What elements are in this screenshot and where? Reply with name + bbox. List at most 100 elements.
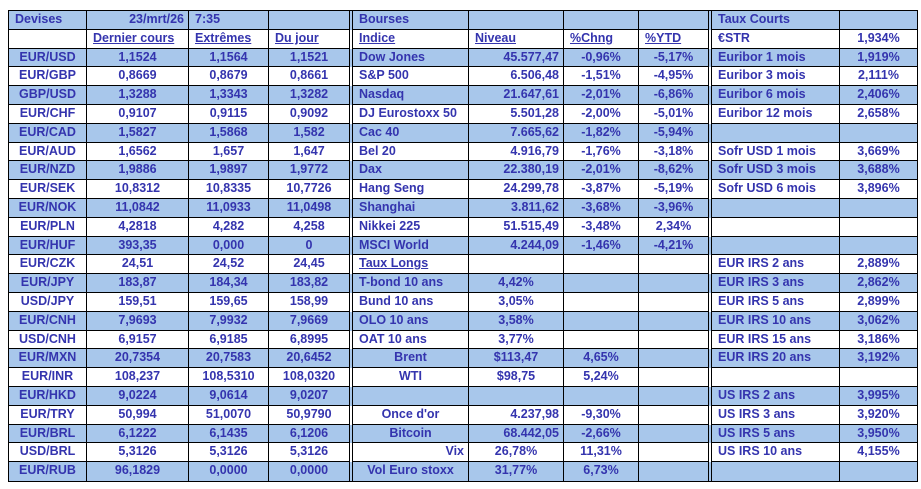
rate-name-cell: US IRS 5 ans [712,424,840,444]
fx-pair-cell: USD/CNH [9,330,87,350]
rate-name-cell [712,198,840,218]
spacer-cell [350,462,353,481]
fx-extreme-cell: 159,65 [189,292,269,312]
index-level-cell: $113,47 [469,349,564,369]
index-name-cell: Cac 40 [353,123,469,143]
pct-ytd-cell: -3,18% [639,142,709,162]
spacer-cell [350,180,353,199]
fx-last-cell: 20,7354 [87,349,189,369]
rate-value-cell: 2,899% [840,293,917,312]
pct-change-cell: -2,66% [564,424,639,444]
blank-cell [840,11,917,30]
fx-pair-cell: EUR/JPY [9,274,87,293]
pct-ytd-cell [639,462,709,481]
fx-last-cell: 24,51 [87,255,189,275]
column-header-dernier-cours: Dernier cours [87,29,189,49]
index-name-cell: WTI [353,368,469,387]
spacer-cell [350,311,353,331]
taux-longs-section-title: Taux Longs [353,255,469,275]
spacer-cell [709,123,712,143]
rate-value-cell: 4,155% [840,443,917,463]
pct-ytd-cell [639,386,709,406]
fx-day-cell: 6,1206 [269,424,350,444]
blank-cell [564,11,639,30]
rate-value-cell: 2,862% [840,274,917,293]
spacer-cell [709,386,712,406]
fx-last-cell: 1,3288 [87,86,189,105]
fx-pair-cell: EUR/NOK [9,198,87,218]
rates-table: Devises 23/mrt/26 7:35 Bourses Taux Courts De… [8,10,918,482]
fx-extreme-cell: 9,0614 [189,386,269,406]
fx-day-cell: 1,647 [269,142,350,162]
spacer-cell [350,11,353,30]
rate-value-cell: 3,192% [840,349,917,369]
pct-change-cell: -0,96% [564,48,639,68]
pct-ytd-cell [639,292,709,312]
spacer-cell [350,236,353,256]
index-name-cell: MSCI World [353,236,469,256]
spacer-cell [709,161,712,181]
rate-value-cell: 2,658% [840,105,917,124]
rate-name-cell: Sofr USD 6 mois [712,180,840,199]
pct-change-cell [564,386,639,406]
column-header-niveau: Niveau [469,29,564,49]
index-name-cell: Vol Euro stoxx [353,462,469,481]
index-level-cell [469,255,564,275]
spacer-cell [709,198,712,218]
pct-change-cell: -2,01% [564,86,639,105]
fx-pair-cell: EUR/INR [9,368,87,387]
fx-pair-cell: EUR/CZK [9,255,87,275]
spacer-cell [350,349,353,369]
pct-ytd-cell: -3,96% [639,198,709,218]
index-level-cell: 4.237,98 [469,405,564,425]
rate-value-cell: 3,669% [840,143,917,162]
rate-name-cell: Euribor 6 mois [712,86,840,105]
index-level-cell: 45.577,47 [469,48,564,68]
spacer-cell [709,236,712,256]
fx-day-cell: 5,3126 [269,443,350,463]
pct-change-cell: -1,46% [564,236,639,256]
rate-name-cell: US IRS 3 ans [712,405,840,425]
spacer-cell [350,255,353,275]
rate-value-cell: 3,995% [840,386,917,406]
fx-pair-cell: EUR/HKD [9,386,87,406]
spacer-cell [350,104,353,124]
fx-pair-cell: EUR/CNH [9,311,87,331]
fx-day-cell: 6,8995 [269,330,350,350]
spacer-cell [709,48,712,68]
rate-value-cell: 2,406% [840,86,917,105]
pct-ytd-cell [639,443,709,463]
rate-name-cell: Euribor 3 mois [712,67,840,87]
index-level-cell: 4.916,79 [469,142,564,162]
column-header-du-jour: Du jour [269,29,350,49]
fx-day-cell: 183,82 [269,274,350,293]
spacer-cell [709,29,712,49]
pct-change-cell: -3,87% [564,180,639,199]
pct-ytd-cell: -8,62% [639,161,709,181]
spacer-cell [709,86,712,105]
fx-extreme-cell: 24,52 [189,255,269,275]
fx-last-cell: 159,51 [87,292,189,312]
rate-value-cell [840,218,917,237]
fx-extreme-cell: 1,9897 [189,161,269,181]
index-level-cell: 4,42% [469,274,564,293]
pct-ytd-cell: -4,21% [639,236,709,256]
index-level-cell [469,386,564,406]
spacer-cell [350,405,353,425]
rate-value-cell: 3,062% [840,311,917,331]
rate-name-cell: Sofr USD 1 mois [712,142,840,162]
index-level-cell: 22.380,19 [469,161,564,181]
fx-last-cell: 4,2818 [87,217,189,237]
fx-extreme-cell: 5,3126 [189,443,269,463]
fx-last-cell: 1,5827 [87,123,189,143]
column-header-extremes: Extrêmes [189,29,269,49]
spacer-cell [350,142,353,162]
fx-last-cell: 10,8312 [87,180,189,199]
index-level-cell: $98,75 [469,368,564,387]
spacer-cell [709,349,712,369]
pct-change-cell [564,255,639,275]
index-level-cell: 5.501,28 [469,104,564,124]
fx-extreme-cell: 7,9932 [189,311,269,331]
spacer-cell [709,67,712,87]
devises-section-title: Devises [9,11,87,30]
